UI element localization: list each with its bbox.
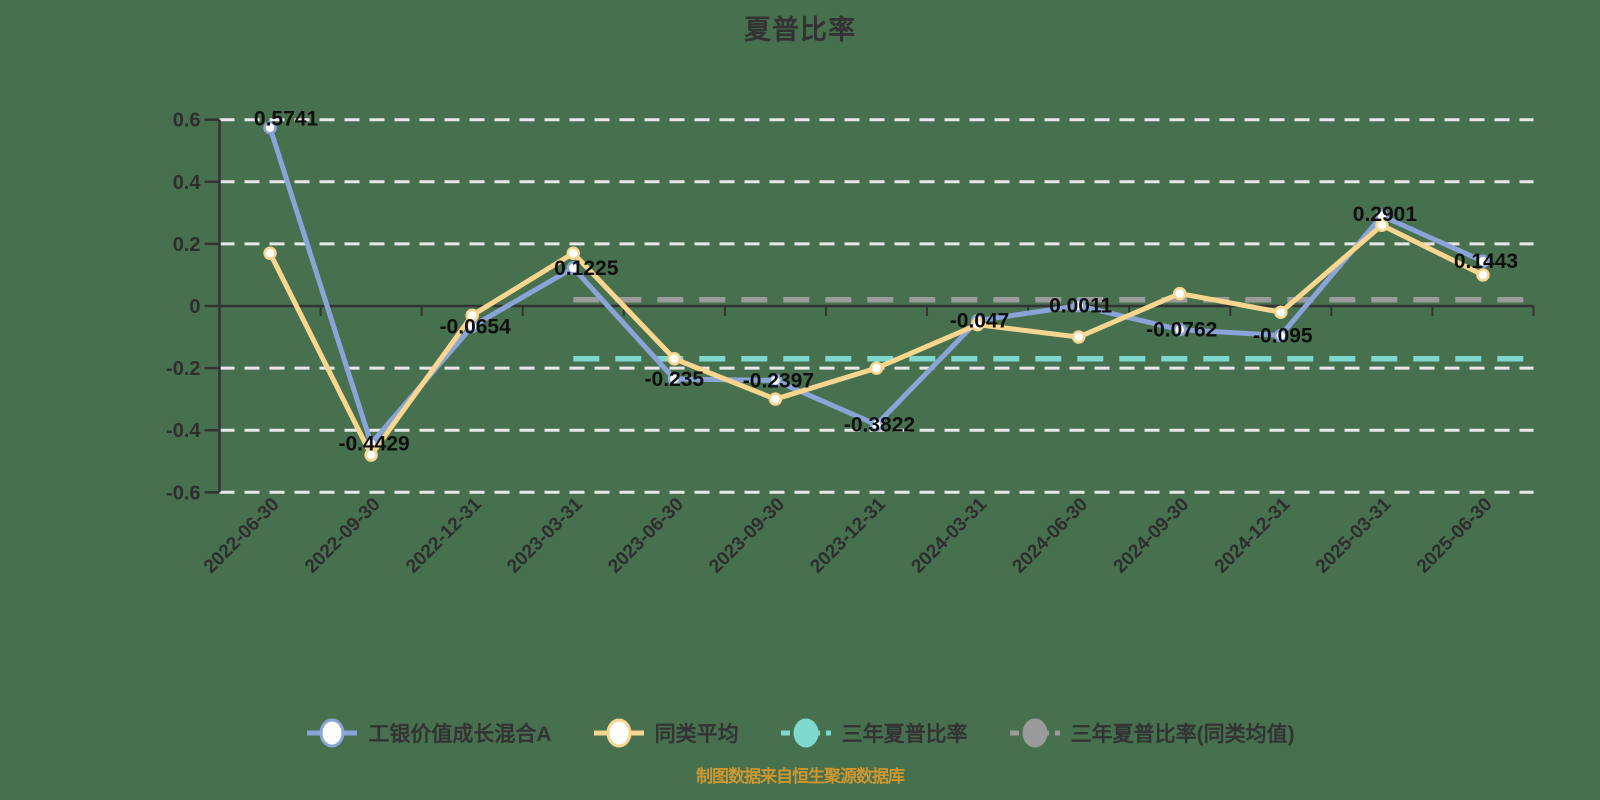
legend-item-2[interactable]: 三年夏普比率 [779, 718, 968, 748]
legend-line-marker-icon [307, 718, 358, 748]
data-labels: 0.5741 -0.4429 -0.0654 0.1225 -0.235 -0.2397 -… [254, 108, 1518, 456]
data-point[interactable] [1071, 298, 1086, 313]
data-point[interactable] [768, 392, 783, 406]
y-axis-tick-label: 0.2 [173, 234, 201, 256]
legend-line-marker-icon [593, 718, 644, 748]
series-fund[interactable] [263, 120, 1490, 451]
legend-label: 三年夏普比率(同类均值) [1070, 723, 1295, 746]
data-label: -0.095 [1253, 324, 1313, 347]
x-axis-tick-label: 2024-09-30 [1110, 494, 1194, 578]
y-axis-tick-label: 0.4 [173, 172, 202, 194]
data-label: 0.2901 [1353, 203, 1418, 226]
x-axis-tick-label: 2022-09-30 [301, 494, 385, 578]
data-point[interactable] [566, 246, 581, 260]
data-label: -0.047 [950, 310, 1010, 333]
data-label: -0.2397 [743, 369, 814, 392]
data-point[interactable] [364, 448, 378, 462]
data-point[interactable] [970, 317, 985, 332]
y-axis-tick-label: 0.6 [173, 110, 201, 132]
data-point[interactable] [566, 261, 581, 275]
y-axis-tick-label: -0.2 [166, 358, 200, 380]
data-label: -0.0654 [440, 315, 512, 338]
data-point[interactable] [667, 372, 682, 386]
data-point[interactable] [1476, 254, 1490, 268]
data-point[interactable] [1476, 268, 1490, 282]
data-point[interactable] [1172, 286, 1187, 301]
legend-line-marker-icon [780, 718, 831, 748]
x-axis-tick-label: 2024-12-31 [1211, 494, 1295, 578]
x-axis-tick-label: 2022-12-31 [402, 494, 486, 578]
data-point[interactable] [1274, 305, 1288, 319]
series-peer-average[interactable] [263, 218, 1490, 462]
x-axis-tick-label: 2025-06-30 [1413, 494, 1497, 578]
x-axis-tick-label: 2025-03-31 [1312, 494, 1396, 578]
data-label: -0.3822 [844, 414, 915, 437]
data-point[interactable] [869, 361, 884, 375]
legend-label: 同类平均 [654, 723, 739, 746]
data-label: 0.1443 [1454, 250, 1518, 273]
y-axis-tick-label: 0 [189, 296, 200, 318]
y-axis-tick-label: -0.6 [166, 482, 200, 504]
x-axis-tick-label: 2024-03-31 [908, 494, 992, 578]
x-axis-tick-label: 2023-09-30 [705, 494, 789, 578]
x-axis-tick-label: 2023-03-31 [503, 494, 587, 578]
data-point[interactable] [1071, 330, 1086, 344]
x-axis-tick-label: 2022-06-30 [200, 494, 284, 578]
legend-line-marker-icon [1009, 718, 1060, 748]
data-point[interactable] [667, 352, 682, 366]
y-axis-tick-label: -0.4 [166, 420, 201, 442]
data-label: 0.0011 [1049, 295, 1112, 318]
data-point[interactable] [1375, 218, 1389, 233]
x-axis-tick-label: 2023-06-30 [604, 494, 688, 578]
data-point[interactable] [465, 308, 479, 323]
legend: 工银价值成长混合A 同类平均 三年夏普比率 三年夏普比率(同类均值) [0, 718, 1600, 748]
x-axis-tick-label: 2024-06-30 [1009, 494, 1093, 578]
legend-label: 三年夏普比率 [841, 723, 968, 746]
data-label: 0.1225 [554, 257, 619, 280]
data-label: -0.4429 [338, 433, 409, 456]
y-axis: 0.6 0.4 0.2 0 -0.2 -0.4 -0.6 [166, 110, 221, 504]
chart-title: 夏普比率 [744, 15, 856, 45]
data-point[interactable] [1172, 322, 1187, 337]
data-label: -0.235 [645, 368, 705, 391]
data-point[interactable] [263, 246, 277, 260]
legend-item-3[interactable]: 三年夏普比率(同类均值) [1008, 718, 1295, 748]
x-axis-tick-label: 2023-12-31 [806, 494, 890, 578]
legend-item-1[interactable]: 同类平均 [592, 718, 739, 748]
data-point[interactable] [869, 417, 884, 432]
data-point[interactable] [263, 120, 277, 135]
data-label: -0.0762 [1146, 319, 1217, 342]
data-label: 0.5741 [254, 108, 319, 131]
data-point[interactable] [768, 373, 783, 388]
legend-item-0[interactable]: 工银价值成长混合A [305, 718, 552, 748]
data-point[interactable] [1274, 328, 1288, 343]
legend-label: 工银价值成长混合A [368, 723, 552, 746]
data-source-note: 制图数据来自恒生聚源数据库 [696, 767, 905, 786]
